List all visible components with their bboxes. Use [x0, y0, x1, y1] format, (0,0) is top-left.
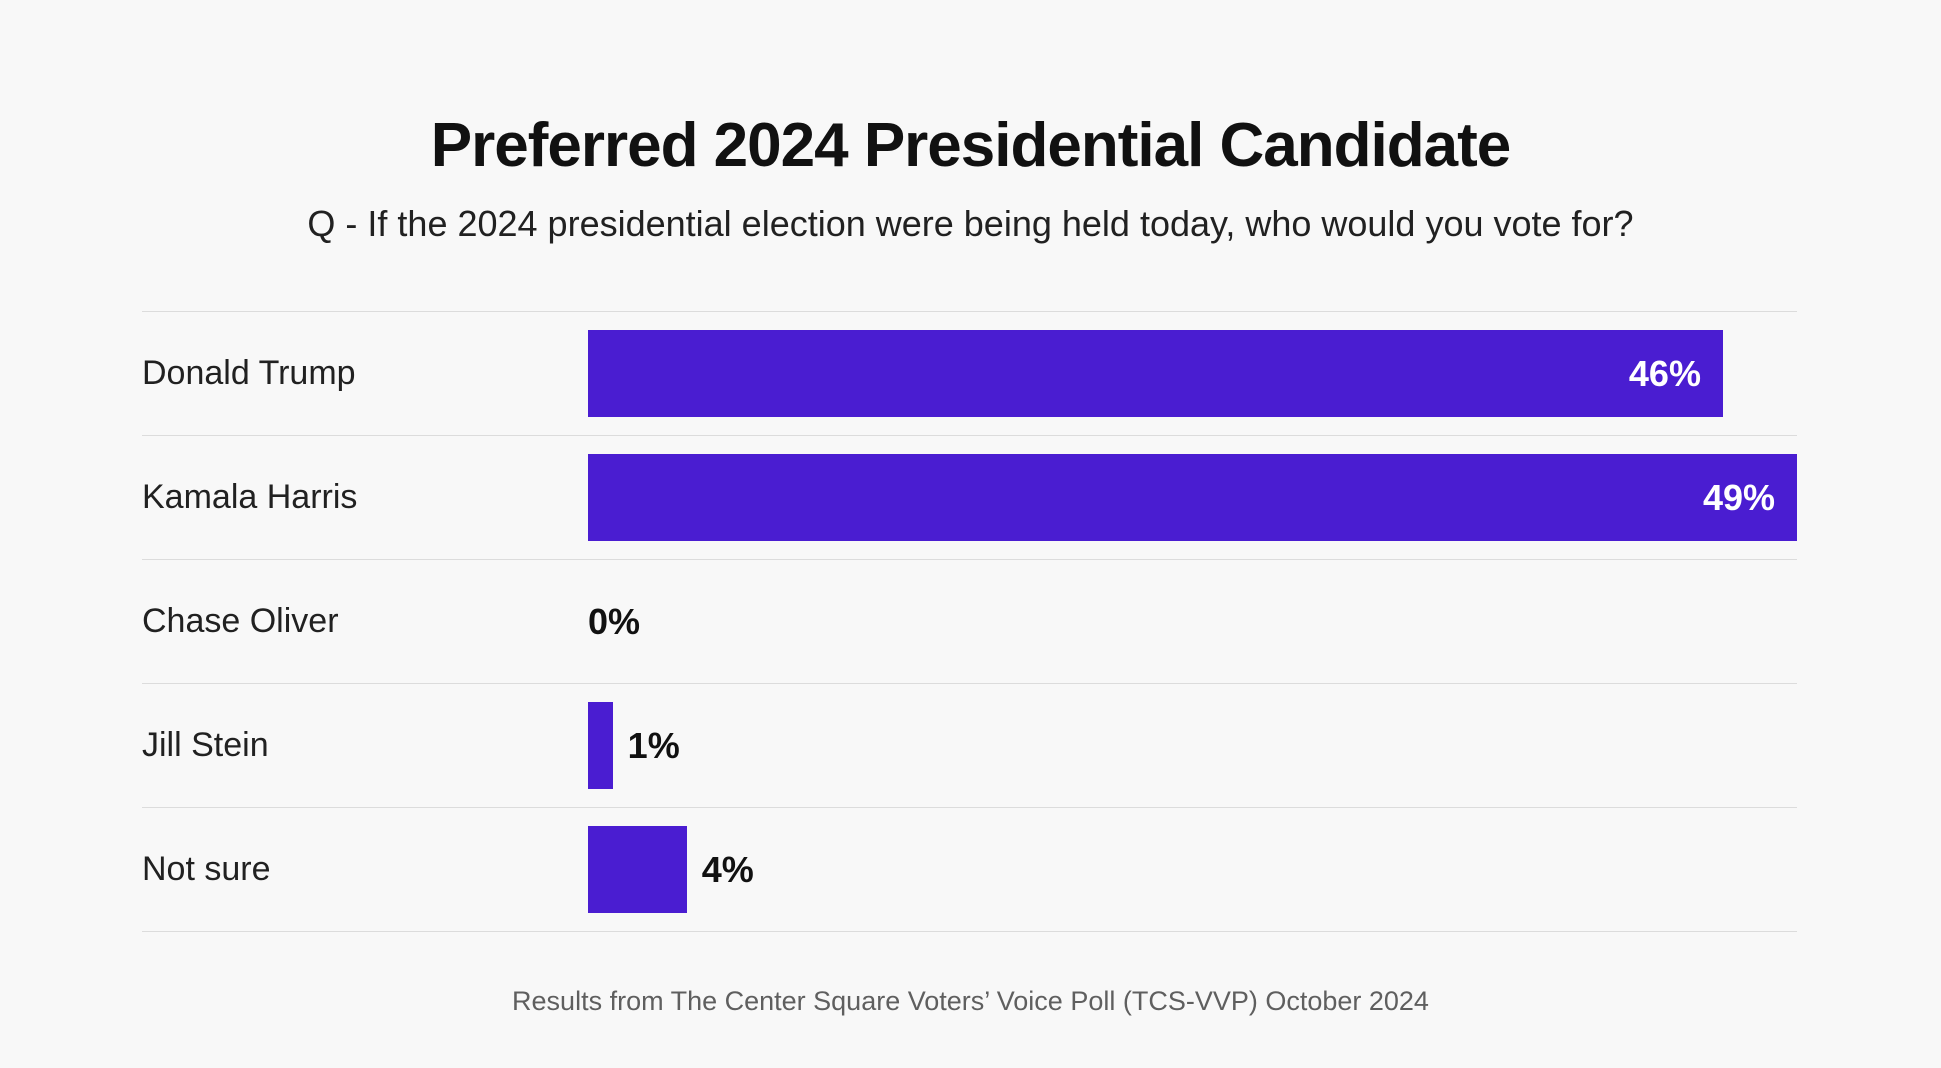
- chart-row: Chase Oliver 0%: [142, 559, 1797, 683]
- bar-track: 46%: [588, 330, 1797, 417]
- source-note: Results from The Center Square Voters’ V…: [512, 986, 1429, 1016]
- chart-row: Not sure 4%: [142, 807, 1797, 931]
- value-label: 46%: [1628, 352, 1701, 394]
- bar-track: 1%: [588, 702, 1797, 789]
- bar: [588, 826, 687, 913]
- category-label: Chase Oliver: [142, 602, 339, 640]
- chart-row: Donald Trump 46%: [142, 311, 1797, 435]
- bar: [588, 702, 613, 789]
- horizontal-bar-chart: Donald Trump 46% Kamala Harris 49% Chase Oli…: [142, 311, 1797, 932]
- bar-track: 49%: [588, 454, 1797, 541]
- chart-subtitle: Q - If the 2024 presidential election we…: [307, 203, 1634, 244]
- chart-row: Jill Stein 1%: [142, 683, 1797, 807]
- chart-title: Preferred 2024 Presidential Candidate: [430, 111, 1511, 180]
- bar: 49%: [588, 454, 1797, 541]
- bar-track: 4%: [588, 826, 1797, 913]
- value-label: 0%: [588, 600, 641, 642]
- value-label: 49%: [1702, 476, 1775, 518]
- bar-track: 0%: [588, 578, 1797, 665]
- bar: 46%: [588, 330, 1723, 417]
- value-label: 1%: [627, 724, 680, 766]
- category-label: Donald Trump: [142, 354, 356, 392]
- chart-row: Kamala Harris 49%: [142, 435, 1797, 559]
- category-label: Kamala Harris: [142, 478, 358, 516]
- category-label: Jill Stein: [142, 726, 269, 764]
- value-label: 4%: [701, 848, 754, 890]
- category-label: Not sure: [142, 850, 271, 888]
